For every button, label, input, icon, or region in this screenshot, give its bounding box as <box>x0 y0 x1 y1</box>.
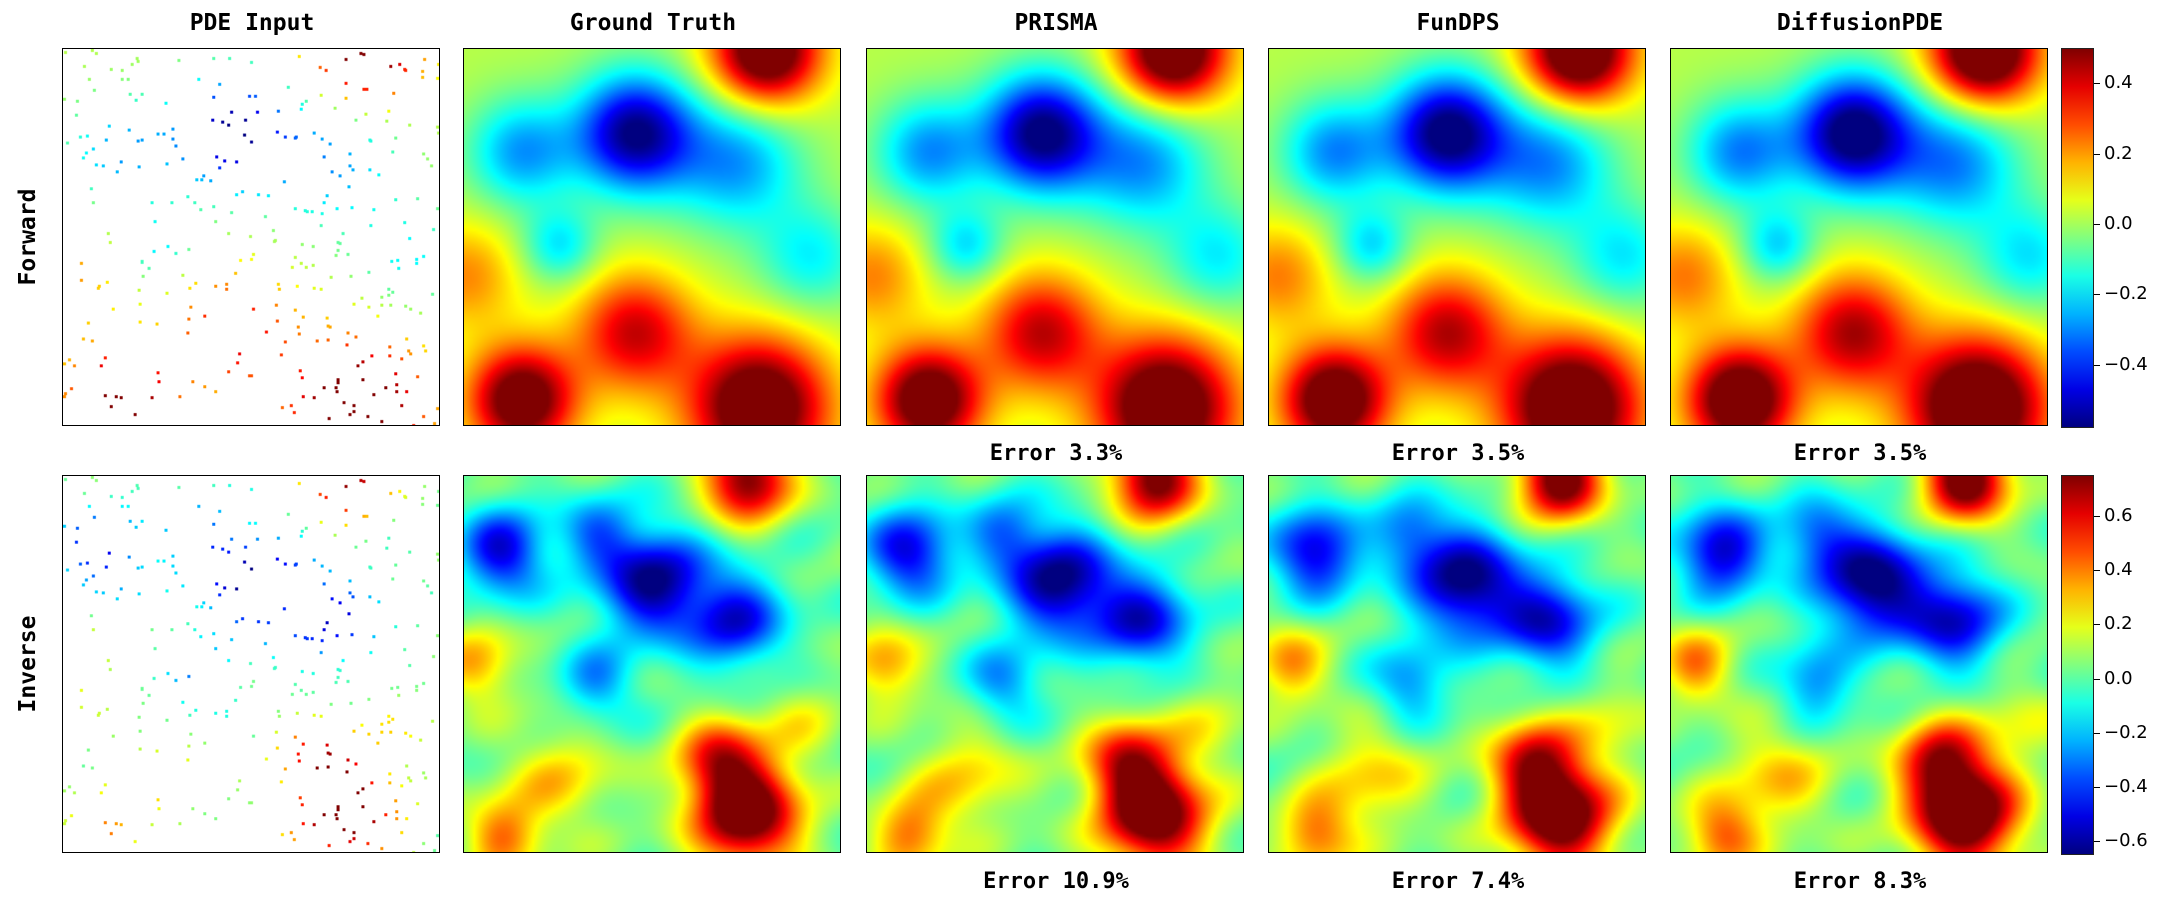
heatmap-inverse-pde-input <box>62 475 440 853</box>
heatmap-forward-diffusionpde <box>1670 48 2048 426</box>
error-forward-prisma: Error 3.3% <box>989 441 1123 466</box>
heatmap-forward-ground-truth <box>463 48 841 426</box>
colorbar-tick-label: 0.2 <box>2104 613 2133 635</box>
colorbar-tick-label: −0.2 <box>2104 721 2148 743</box>
heatmap-inverse-ground-truth <box>463 475 841 853</box>
colorbar-tick-label: −0.2 <box>2104 283 2148 305</box>
error-inverse-prisma: Error 10.9% <box>983 869 1129 894</box>
error-forward-fundps: Error 3.5% <box>1391 441 1525 466</box>
column-title-pde-input: PDE Input <box>189 10 315 36</box>
heatmap-canvas <box>63 476 439 852</box>
heatmap-inverse-diffusionpde <box>1670 475 2048 853</box>
heatmap-forward-pde-input <box>62 48 440 426</box>
heatmap-canvas <box>867 476 1243 852</box>
colorbar-tick-label: 0.4 <box>2104 559 2133 580</box>
heatmap-forward-prisma <box>866 48 1244 426</box>
heatmap-canvas <box>1269 476 1645 852</box>
error-inverse-fundps: Error 7.4% <box>1391 869 1525 894</box>
heatmap-canvas <box>1269 49 1645 425</box>
colorbar-tick-label: −0.4 <box>2104 776 2148 798</box>
heatmap-canvas <box>867 49 1243 425</box>
colorbar-tick-label: −0.4 <box>2104 353 2148 375</box>
heatmap-canvas <box>1671 49 2047 425</box>
row-label-forward: Forward <box>15 188 41 286</box>
colorbar-tick-label: 0.0 <box>2104 667 2133 689</box>
column-title-ground-truth: Ground Truth <box>569 10 737 36</box>
error-forward-diffusionpde: Error 3.5% <box>1793 441 1927 466</box>
heatmap-canvas <box>464 476 840 852</box>
colorbar-tick-label: 0.0 <box>2104 212 2133 234</box>
colorbar-inverse <box>2061 475 2094 855</box>
error-inverse-diffusionpde: Error 8.3% <box>1793 869 1927 894</box>
heatmap-canvas <box>1671 476 2047 852</box>
heatmap-forward-fundps <box>1268 48 1646 426</box>
column-title-diffusionpde: DiffusionPDE <box>1776 10 1944 36</box>
column-title-prisma: PRISMA <box>1014 10 1098 36</box>
colorbar-forward <box>2061 48 2094 428</box>
heatmap-canvas <box>464 49 840 425</box>
column-title-fundps: FunDPS <box>1416 10 1500 36</box>
colorbar-tick-label: 0.4 <box>2104 72 2133 94</box>
row-label-inverse: Inverse <box>15 615 41 713</box>
heatmap-inverse-fundps <box>1268 475 1646 853</box>
heatmap-inverse-prisma <box>866 475 1244 853</box>
colorbar-tick-label: 0.6 <box>2104 504 2133 526</box>
colorbar-tick-label: 0.2 <box>2104 142 2133 164</box>
colorbar-tick-label: −0.6 <box>2104 830 2148 852</box>
heatmap-canvas <box>63 49 439 425</box>
